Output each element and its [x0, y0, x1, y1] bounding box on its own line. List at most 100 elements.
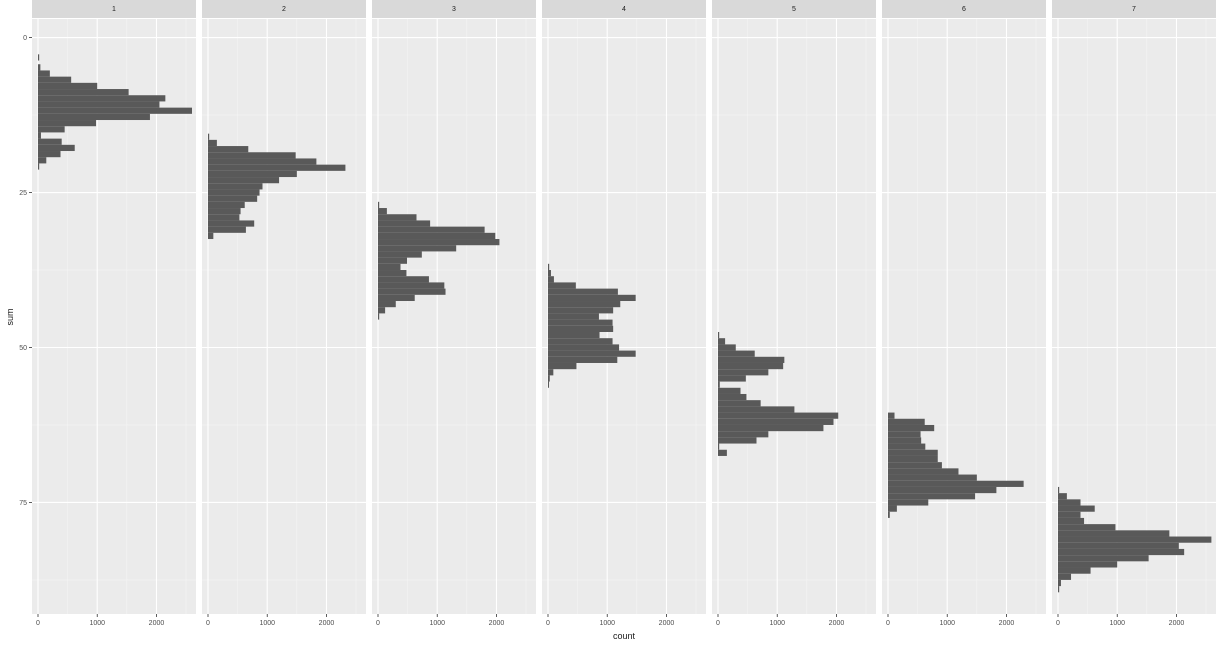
histogram-bar — [888, 424, 935, 432]
x-tick-label: 1000 — [769, 620, 785, 627]
x-tick-label: 1000 — [1109, 620, 1125, 627]
histogram-bar — [1058, 486, 1060, 494]
histogram-bar — [378, 251, 422, 258]
histogram-bar — [38, 157, 47, 164]
histogram-bar — [718, 400, 761, 407]
histogram-bar — [718, 362, 784, 370]
histogram-bar — [1058, 524, 1116, 531]
histogram-bar — [38, 113, 150, 121]
x-tick-label: 1000 — [429, 620, 445, 627]
facet-strip — [372, 0, 536, 18]
histogram-bar — [888, 431, 921, 438]
histogram-bar — [208, 170, 297, 178]
histogram-bar — [1058, 555, 1149, 562]
panel-background — [712, 19, 876, 614]
histogram-bar — [548, 301, 621, 308]
histogram-bar — [378, 313, 380, 320]
facet-strip — [882, 0, 1046, 18]
histogram-bar — [1058, 530, 1170, 537]
x-tick-label: 0 — [1056, 620, 1060, 627]
histogram-bar — [718, 387, 741, 394]
histogram-bar — [378, 226, 485, 233]
histogram-bar — [378, 307, 386, 314]
y-tick-label: 25 — [19, 190, 27, 197]
histogram-bar — [888, 468, 959, 475]
histogram-bar — [378, 288, 446, 295]
histogram-bar — [208, 201, 245, 209]
histogram-bar — [1058, 536, 1212, 543]
facet-strip-label: 4 — [622, 6, 626, 13]
x-tick-label: 1000 — [599, 620, 615, 627]
histogram-bar — [548, 325, 614, 332]
histogram-bar — [888, 437, 922, 444]
histogram-bar — [1058, 586, 1060, 593]
histogram-bar — [548, 276, 554, 283]
histogram-bar — [548, 319, 613, 326]
histogram-bar — [208, 195, 258, 202]
x-tick-label: 0 — [206, 620, 210, 627]
histogram-bar — [718, 437, 757, 444]
x-tick-label: 2000 — [999, 620, 1015, 627]
histogram-bar — [548, 381, 549, 388]
histogram-bar — [208, 189, 260, 196]
histogram-bar — [718, 412, 839, 419]
histogram-bar — [38, 126, 65, 133]
histogram-bar — [888, 412, 895, 419]
histogram-bar — [1058, 573, 1072, 580]
panel-background — [372, 19, 536, 614]
histogram-bar — [208, 152, 296, 159]
facet-strip-label: 2 — [282, 6, 286, 13]
facet-strip-label: 1 — [112, 6, 116, 13]
histogram-bar — [208, 146, 249, 153]
histogram-bar — [378, 208, 387, 215]
y-tick-label: 75 — [19, 500, 27, 507]
histogram-bar — [548, 338, 613, 345]
histogram-bar — [888, 505, 897, 512]
histogram-bar — [378, 294, 415, 302]
histogram-bar — [718, 406, 795, 413]
histogram-bar — [378, 239, 500, 246]
x-tick-label: 2000 — [489, 620, 505, 627]
histogram-bar — [718, 449, 727, 456]
x-tick-label: 2000 — [659, 620, 675, 627]
histogram-bar — [548, 282, 576, 289]
x-tick-label: 2000 — [149, 620, 165, 627]
histogram-bar — [1058, 517, 1085, 525]
histogram-bar — [378, 276, 429, 283]
x-tick-label: 2000 — [829, 620, 845, 627]
histogram-bar — [548, 362, 577, 370]
histogram-bar — [718, 381, 720, 388]
histogram-bar — [718, 369, 769, 376]
x-tick-label: 0 — [886, 620, 890, 627]
histogram-bar — [548, 263, 550, 271]
histogram-bar — [378, 270, 407, 277]
histogram-bar — [548, 356, 618, 363]
histogram-bar — [38, 95, 166, 102]
histogram-bar — [38, 120, 97, 127]
histogram-bar — [718, 443, 720, 450]
histogram-bar — [548, 288, 618, 295]
histogram-bar — [208, 226, 246, 233]
histogram-bar — [888, 511, 890, 518]
histogram-bar — [888, 493, 976, 500]
panel-background — [202, 19, 366, 614]
histogram-bar — [1058, 511, 1081, 518]
histogram-bar — [378, 220, 431, 227]
y-tick-label: 50 — [19, 345, 27, 352]
histogram-bar — [378, 263, 401, 271]
histogram-bar — [888, 449, 938, 456]
histogram-bar — [548, 375, 550, 382]
histogram-bar — [38, 163, 40, 170]
histogram-bar — [208, 177, 280, 184]
histogram-bar — [208, 232, 214, 240]
histogram-bar — [718, 418, 834, 425]
histogram-bar — [1058, 505, 1095, 512]
histogram-bar — [378, 282, 445, 289]
histogram-bar — [208, 164, 346, 171]
histogram-bar — [888, 499, 929, 506]
histogram-bar — [548, 307, 614, 314]
histogram-bar — [208, 158, 317, 165]
x-tick-label: 1000 — [939, 620, 955, 627]
histogram-bar — [718, 375, 746, 382]
